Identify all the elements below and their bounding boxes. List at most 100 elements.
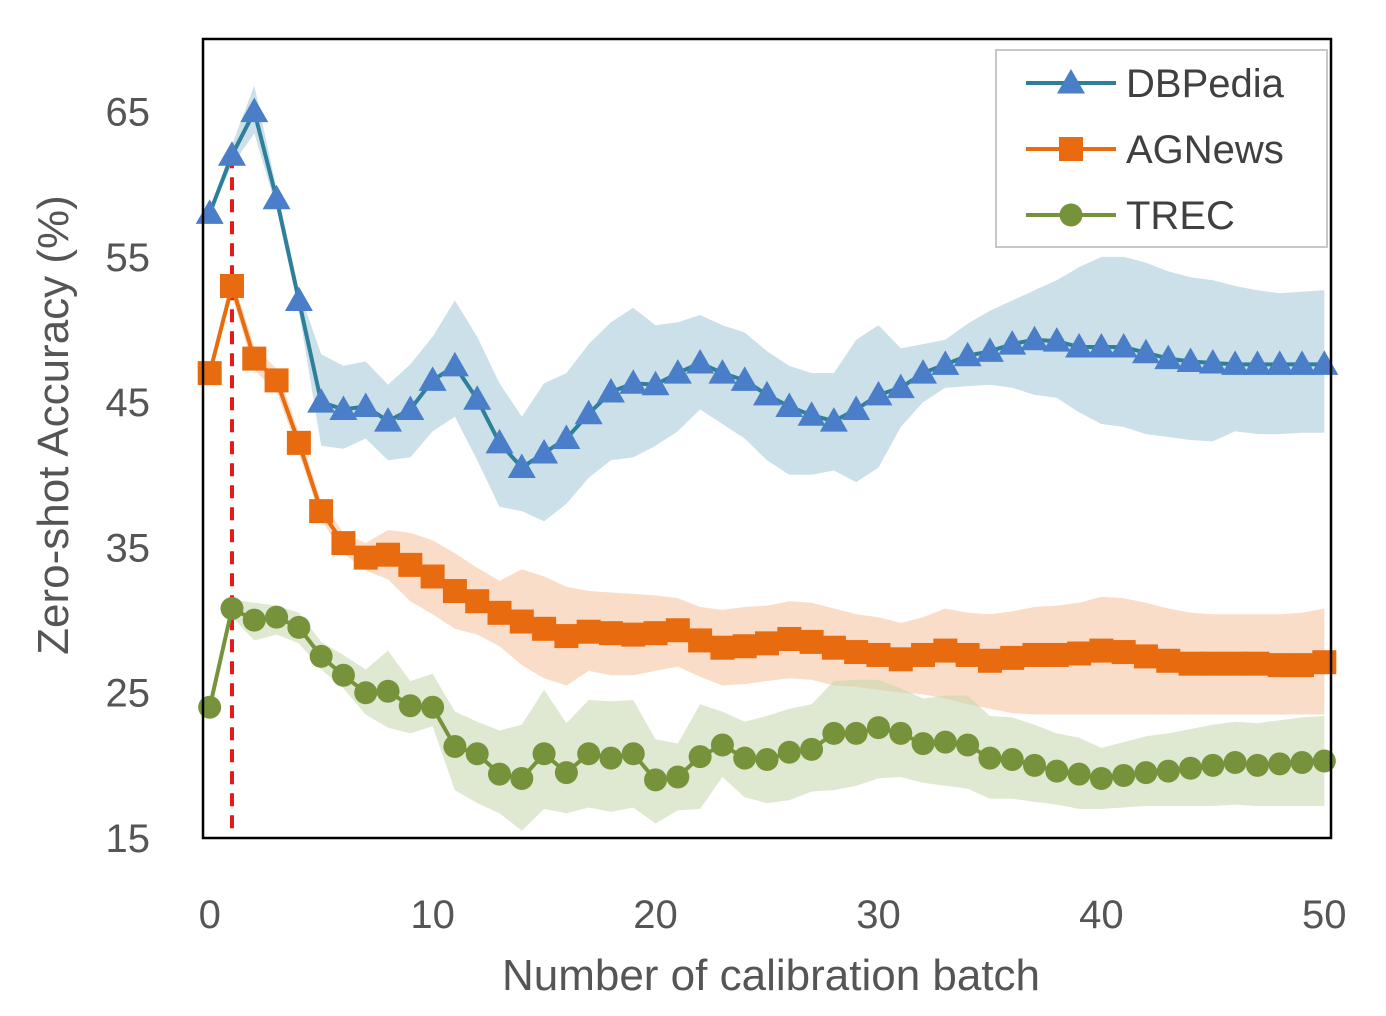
trec-data-point — [911, 732, 935, 756]
agnews-data-point — [1178, 651, 1203, 676]
trec-data-point — [866, 716, 890, 740]
agnews-data-point — [844, 640, 869, 665]
agnews-data-point — [554, 624, 579, 649]
x-tick-label: 0 — [199, 893, 221, 937]
x-axis-tick-labels: 0 10 20 30 40 50 — [199, 893, 1347, 937]
dbpedia-data-point — [998, 330, 1027, 355]
trec-data-point — [1112, 764, 1136, 788]
x-tick-label: 40 — [1079, 893, 1124, 937]
series-markers — [195, 97, 1339, 792]
dbpedia-data-point — [953, 341, 982, 367]
dbpedia-data-point — [351, 392, 380, 418]
trec-data-point — [1134, 761, 1158, 785]
agnews-data-point — [465, 589, 490, 614]
dbpedia-data-point — [307, 388, 336, 413]
dbpedia-confidence-band — [209, 85, 1325, 522]
trec-data-point — [1290, 750, 1314, 774]
plot-area-frame — [201, 37, 1333, 840]
agnews-data-point — [576, 619, 601, 644]
trec-legend-marker — [1059, 203, 1083, 227]
agnews-data-point — [1133, 644, 1158, 669]
trec-data-point — [644, 768, 668, 792]
y-tick-label: 35 — [106, 526, 151, 570]
agnews-data-point — [1290, 653, 1315, 678]
dbpedia-data-point — [730, 366, 759, 391]
dbpedia-data-point — [909, 359, 938, 384]
trec-data-point — [1000, 748, 1024, 772]
trec-data-point — [198, 695, 222, 719]
y-axis-title: Zero-shot Accuracy (%) — [29, 195, 78, 655]
trec-data-point — [421, 695, 445, 719]
agnews-data-point — [1245, 651, 1270, 676]
trec-data-point — [733, 746, 757, 770]
trec-data-point — [354, 681, 378, 705]
agnews-data-point — [1200, 651, 1225, 676]
agnews-data-point — [977, 648, 1002, 673]
agnews-data-point — [1111, 640, 1136, 665]
trec-legend-label: TREC — [1126, 194, 1235, 238]
trec-data-point — [1312, 749, 1336, 773]
agnews-data-point — [309, 499, 334, 524]
dbpedia-data-point — [552, 424, 581, 449]
agnews-data-point — [866, 642, 891, 667]
dbpedia-data-point — [396, 395, 425, 420]
agnews-data-point — [509, 609, 534, 634]
x-tick-label: 30 — [856, 893, 901, 937]
dbpedia-data-point — [463, 385, 492, 410]
dbpedia-data-point — [1020, 325, 1049, 351]
dbpedia-data-point — [329, 395, 358, 420]
trec-data-point — [287, 615, 311, 639]
dbpedia-data-point — [574, 399, 603, 425]
agnews-data-point — [219, 273, 244, 298]
y-tick-label: 45 — [106, 381, 151, 425]
y-tick-label: 65 — [106, 91, 151, 135]
dbpedia-data-point — [708, 359, 737, 384]
x-tick-label: 20 — [633, 893, 678, 937]
dbpedia-data-point — [596, 378, 625, 403]
trec-data-point — [621, 742, 645, 766]
agnews-data-point — [331, 531, 356, 556]
trec-data-point — [933, 730, 957, 754]
agnews-data-point — [286, 430, 311, 455]
agnews-data-point — [777, 626, 802, 651]
dbpedia-data-point — [418, 366, 447, 391]
dbpedia-data-point — [485, 428, 514, 454]
y-axis-tick-labels: 15 25 35 45 55 65 — [106, 91, 151, 861]
agnews-data-point — [1312, 650, 1337, 675]
trec-data-point — [398, 694, 422, 718]
trec-data-point — [1245, 753, 1269, 777]
trec-data-point — [265, 605, 289, 629]
trec-data-point — [487, 762, 511, 786]
agnews-data-point — [420, 564, 445, 589]
trec-data-point — [376, 679, 400, 703]
dbpedia-data-point — [619, 369, 648, 394]
dbpedia-data-point — [240, 97, 269, 123]
agnews-data-point — [264, 368, 289, 393]
dbpedia-data-point — [262, 184, 291, 210]
agnews-data-point — [665, 618, 690, 643]
agnews-data-point — [643, 621, 668, 646]
dbpedia-data-point — [374, 407, 403, 432]
x-tick-label: 50 — [1302, 893, 1347, 937]
trec-data-point — [1179, 756, 1203, 780]
trec-data-point — [599, 746, 623, 770]
agnews-data-point — [598, 621, 623, 646]
y-tick-label: 15 — [106, 817, 151, 861]
agnews-data-point — [1267, 653, 1292, 678]
trec-data-point — [688, 745, 712, 769]
trec-data-point — [242, 608, 266, 632]
trec-data-point — [800, 737, 824, 761]
dbpedia-data-point — [1265, 350, 1294, 375]
dbpedia-data-point — [440, 351, 469, 377]
dbpedia-data-point — [1042, 327, 1071, 352]
dbpedia-data-point — [1131, 338, 1160, 364]
trec-data-point — [510, 766, 534, 790]
agnews-data-point — [1223, 651, 1248, 676]
trec-data-point — [1156, 759, 1180, 783]
trec-data-point — [777, 740, 801, 764]
dbpedia-data-point — [1221, 350, 1250, 375]
trec-data-point — [309, 644, 333, 668]
trec-data-point — [1201, 753, 1225, 777]
dbpedia-data-point — [1243, 350, 1272, 375]
